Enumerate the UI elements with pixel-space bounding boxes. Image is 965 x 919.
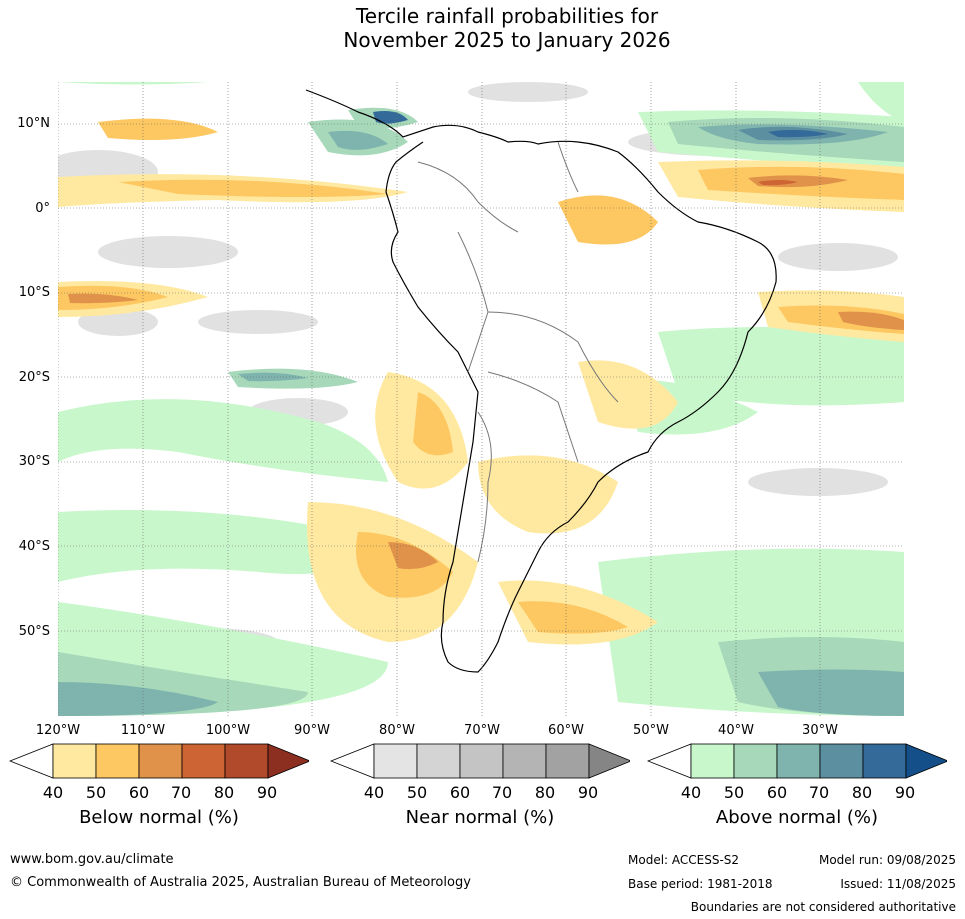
- below-normal-blobs: [58, 118, 904, 645]
- colorbar-tick: 90: [894, 783, 916, 802]
- lat-label-30s: 30°S: [18, 454, 50, 469]
- colorbar-segment: [545, 743, 590, 779]
- colorbar-tick: 60: [766, 783, 788, 802]
- below-normal-label: Below normal (%): [79, 807, 239, 828]
- colorbar-segment: [819, 743, 864, 779]
- colorbar-segment: [862, 743, 907, 779]
- title-line-1: Tercile rainfall probabilities for: [355, 4, 659, 28]
- lat-label-50s: 50°S: [18, 624, 50, 639]
- lon-label-90w: 90°W: [294, 723, 330, 738]
- colorbar-tick: 50: [723, 783, 745, 802]
- lat-label-0: 0°: [35, 201, 50, 216]
- colorbar-over-arrow: [905, 743, 947, 779]
- lon-label-70w: 70°W: [464, 723, 500, 738]
- model-name: Model: ACCESS-S2: [628, 853, 740, 867]
- lat-label-10s: 10°S: [18, 285, 50, 300]
- colorbar-segment: [224, 743, 269, 779]
- country-borders: [417, 141, 619, 563]
- lon-label-30w: 30°W: [802, 723, 838, 738]
- colorbar-tick: 90: [577, 783, 599, 802]
- copyright-text: © Commonwealth of Australia 2025, Austra…: [10, 875, 471, 890]
- colorbar-under-arrow: [330, 743, 375, 779]
- colorbar-segment: [52, 743, 97, 779]
- colorbar-tick: 50: [406, 783, 428, 802]
- map-title: Tercile rainfall probabilities for Novem…: [0, 4, 965, 52]
- lon-label-40w: 40°W: [718, 723, 754, 738]
- lon-label-60w: 60°W: [548, 723, 584, 738]
- colorbar-tick: 60: [449, 783, 471, 802]
- colorbar-tick: 70: [170, 783, 192, 802]
- colorbar-segment: [502, 743, 547, 779]
- graticule: [58, 82, 904, 716]
- lon-label-50w: 50°W: [633, 723, 669, 738]
- colorbar-segment: [416, 743, 461, 779]
- colorbar-segment: [95, 743, 140, 779]
- colorbar-segment: [138, 743, 183, 779]
- lon-label-80w: 80°W: [379, 723, 415, 738]
- colorbar-segment: [776, 743, 821, 779]
- above-normal-label: Above normal (%): [715, 807, 879, 828]
- colorbar-tick: 40: [42, 783, 64, 802]
- colorbar-tick: 80: [534, 783, 556, 802]
- colorbar-segment: [373, 743, 418, 779]
- issued-date: Issued: 11/08/2025: [840, 877, 956, 891]
- lat-label-40s: 40°S: [18, 539, 50, 554]
- lat-label-20s: 20°S: [18, 370, 50, 385]
- map-svg: [58, 82, 904, 716]
- colorbar-under-arrow: [9, 743, 54, 779]
- colorbar-tick: 80: [851, 783, 873, 802]
- website-link[interactable]: www.bom.gov.au/climate: [10, 852, 174, 867]
- above-normal-colorbar: [647, 743, 947, 779]
- colorbar-tick: 90: [256, 783, 278, 802]
- colorbar-segment: [181, 743, 226, 779]
- colorbar-tick: 40: [680, 783, 702, 802]
- colorbar-tick: 60: [128, 783, 150, 802]
- colorbar-tick: 50: [85, 783, 107, 802]
- title-line-2: November 2025 to January 2026: [343, 28, 671, 52]
- model-run-date: Model run: 09/08/2025: [818, 853, 956, 867]
- lon-label-100w: 100°W: [205, 723, 251, 738]
- coastline: [305, 89, 777, 673]
- near-normal-colorbar: [330, 743, 630, 779]
- colorbar-tick: 70: [808, 783, 830, 802]
- colorbar-tick: 40: [363, 783, 385, 802]
- lat-label-10n: 10°N: [17, 116, 50, 131]
- near-normal-label: Near normal (%): [405, 807, 555, 828]
- colorbar-tick: 80: [213, 783, 235, 802]
- colorbar-segment: [733, 743, 778, 779]
- colorbar-tick: 70: [491, 783, 513, 802]
- colorbar-under-arrow: [647, 743, 692, 779]
- colorbar-segment: [690, 743, 735, 779]
- colorbar-over-arrow: [267, 743, 309, 779]
- probability-map: [58, 82, 904, 716]
- boundaries-disclaimer: Boundaries are not considered authoritat…: [690, 900, 956, 914]
- colorbar-over-arrow: [588, 743, 630, 779]
- colorbar-segment: [459, 743, 504, 779]
- lon-label-120w: 120°W: [35, 723, 81, 738]
- base-period: Base period: 1981-2018: [628, 877, 773, 891]
- below-normal-colorbar: [9, 743, 309, 779]
- lon-label-110w: 110°W: [120, 723, 166, 738]
